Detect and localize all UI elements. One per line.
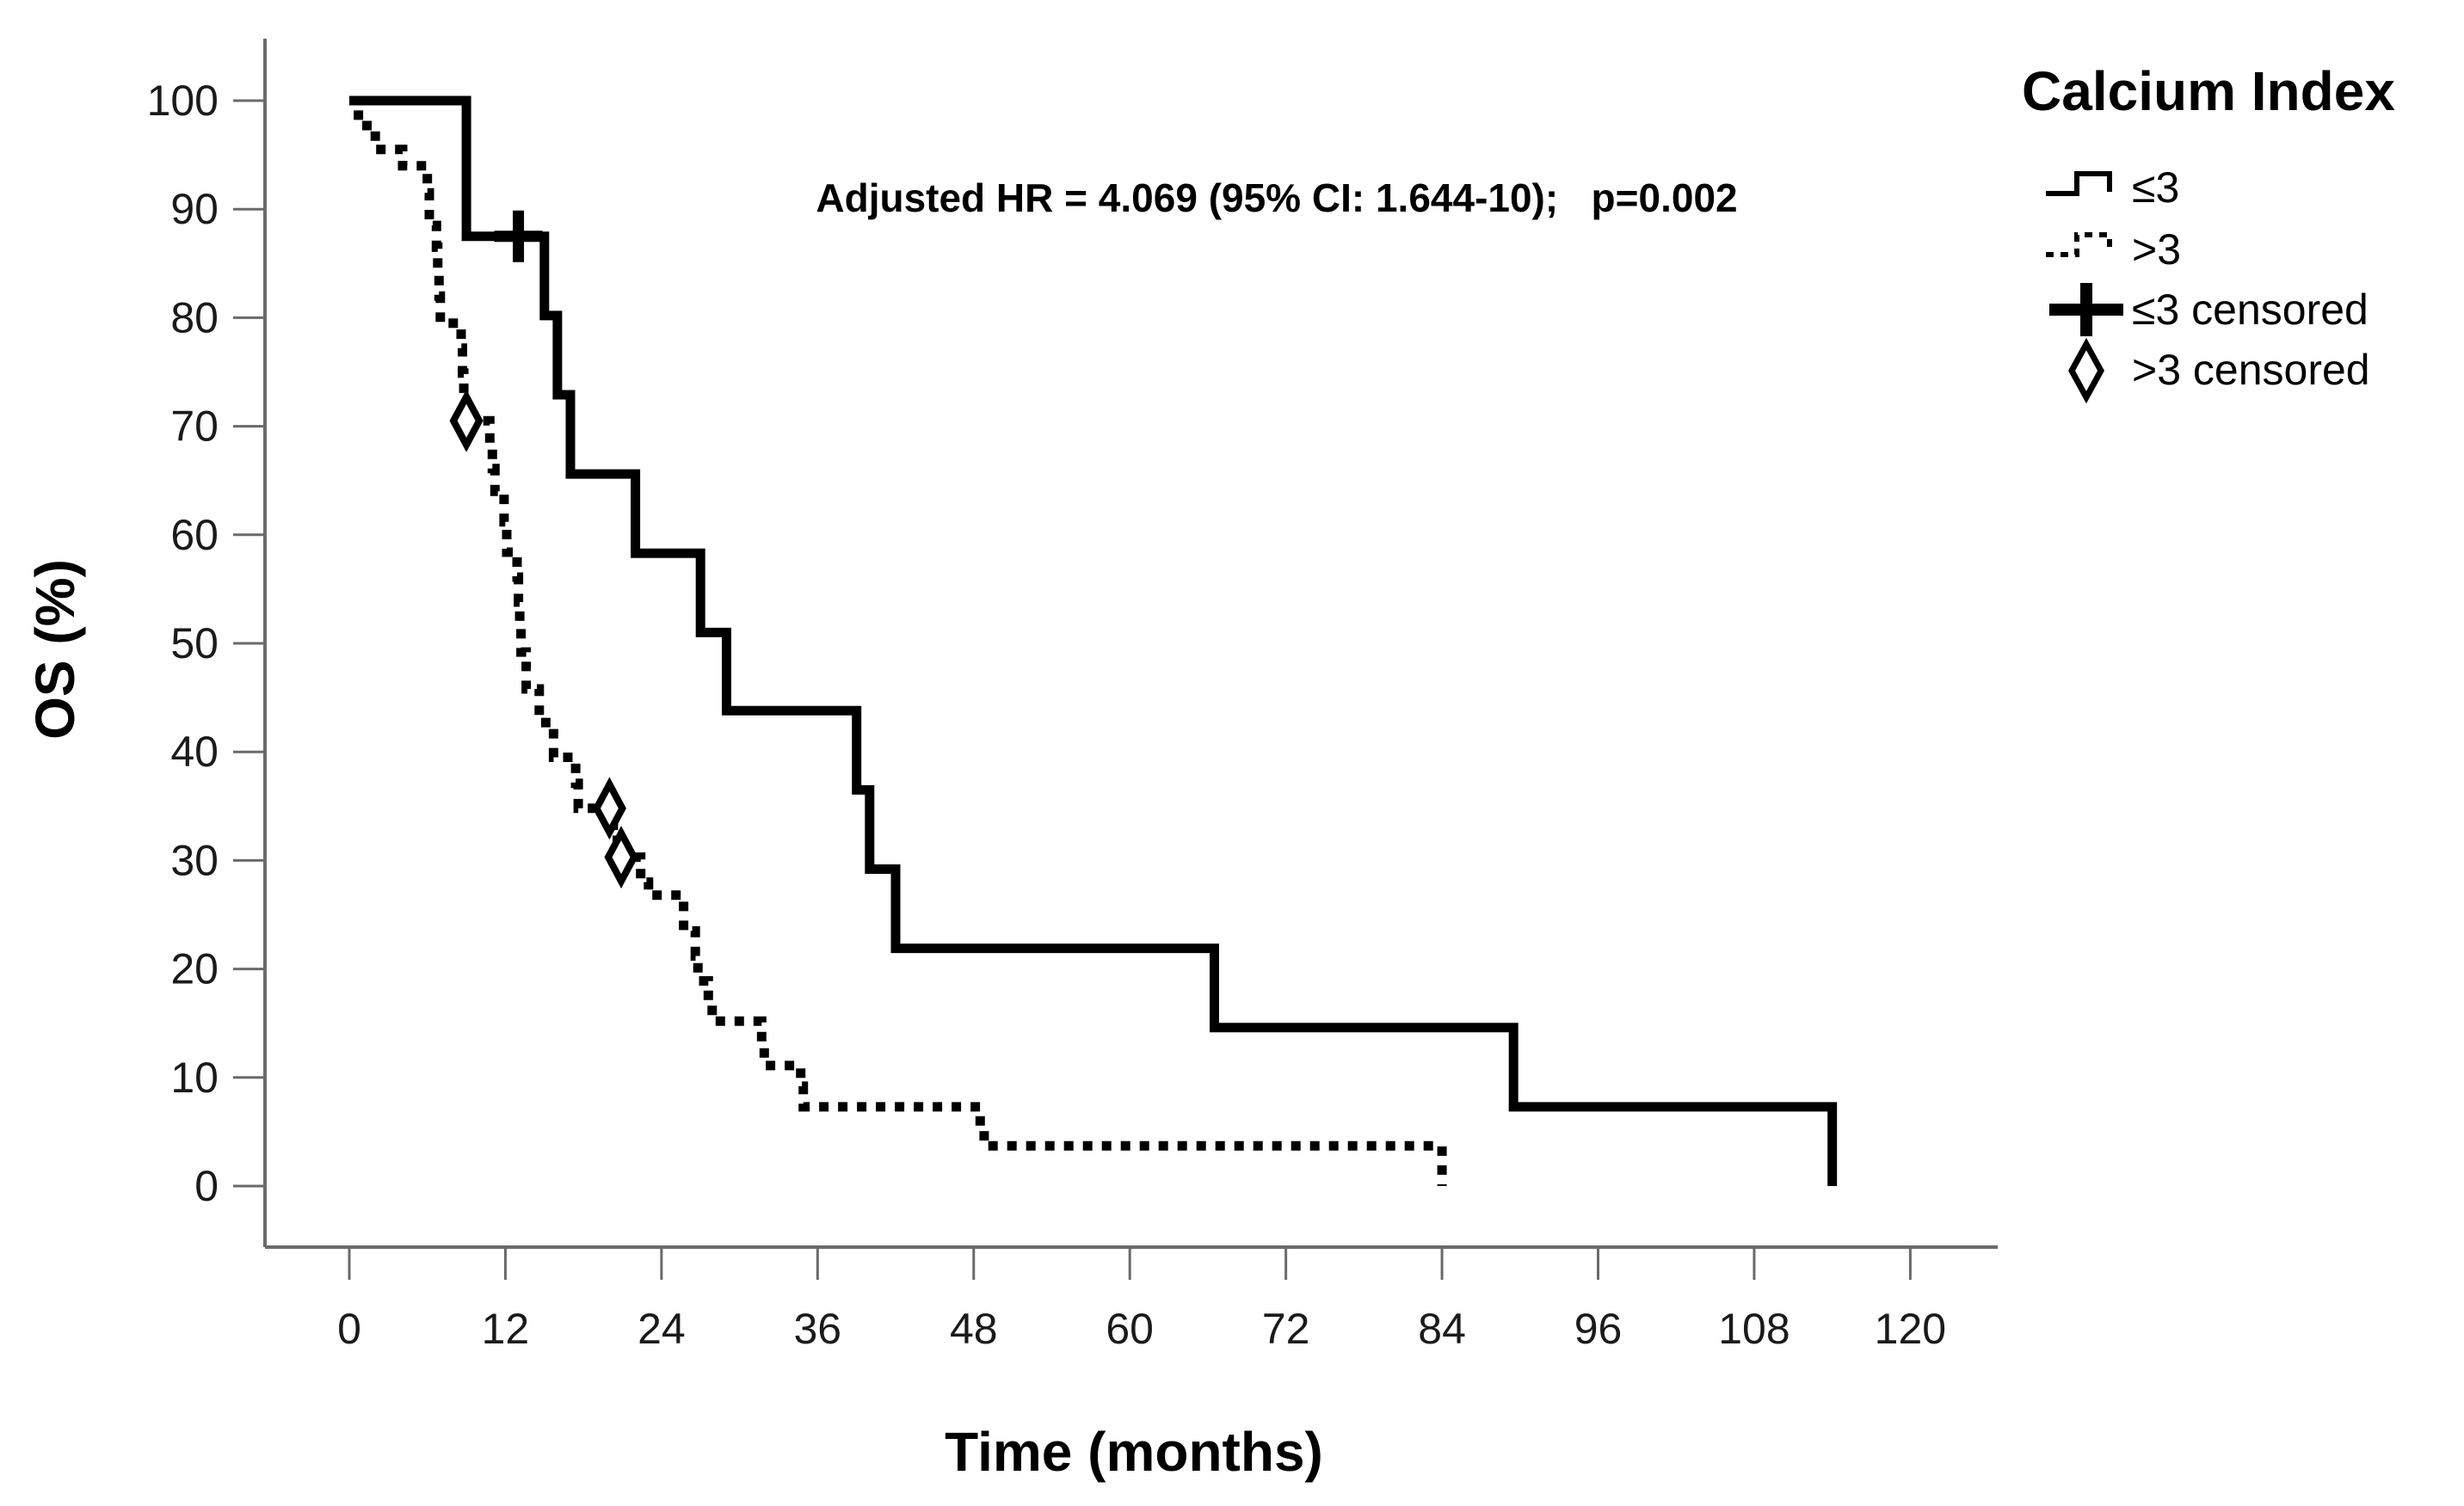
x-tick-label: 48 — [950, 1305, 998, 1353]
x-tick-label: 36 — [794, 1305, 842, 1353]
y-tick-label: 30 — [170, 836, 219, 884]
y-tick-label: 10 — [170, 1054, 219, 1102]
censor-diamond-marker — [604, 826, 638, 889]
legend-label-gt3-censored: >3 censored — [2132, 346, 2370, 394]
x-tick-label: 72 — [1262, 1305, 1310, 1353]
x-tick-label: 108 — [1718, 1305, 1789, 1353]
x-tick-label: 24 — [638, 1305, 686, 1353]
y-tick-label: 50 — [170, 619, 219, 667]
legend-label-le3: ≤3 — [2132, 163, 2179, 212]
y-tick-label: 70 — [170, 403, 219, 451]
y-tick-label: 60 — [170, 511, 219, 559]
y-tick-label: 90 — [170, 185, 219, 233]
survival-curves — [349, 95, 1838, 1186]
y-tick-label: 100 — [147, 77, 219, 125]
legend-symbol-plus — [2049, 283, 2123, 336]
x-tick-label: 84 — [1418, 1305, 1466, 1353]
x-tick-label: 120 — [1875, 1305, 1946, 1353]
legend: Calcium Index ≤3 >3 ≤3 censored >3 censo… — [2022, 60, 2395, 404]
legend-title: Calcium Index — [2022, 60, 2395, 122]
y-tick-label: 80 — [170, 293, 219, 341]
censor-diamond-marker — [592, 777, 626, 840]
km-curve-le3 — [349, 95, 1838, 1186]
y-tick-label: 40 — [170, 728, 219, 776]
censor-diamond-marker — [449, 389, 484, 452]
legend-symbols — [2046, 171, 2123, 404]
y-axis-title: OS (%) — [24, 559, 86, 740]
censor-plus-marker — [494, 210, 543, 262]
y-tick-label: 0 — [194, 1162, 219, 1210]
x-tick-label: 12 — [482, 1305, 530, 1353]
censor-marks — [449, 210, 638, 889]
legend-label-gt3: >3 — [2132, 225, 2181, 274]
legend-symbol-solid-step — [2046, 171, 2112, 196]
legend-label-le3-censored: ≤3 censored — [2132, 286, 2369, 334]
x-tick-label: 96 — [1574, 1305, 1623, 1353]
x-tick-label: 60 — [1106, 1305, 1154, 1353]
x-tick-label: 0 — [337, 1305, 361, 1353]
y-tick-label: 20 — [170, 945, 219, 993]
km-curve-gt3 — [349, 95, 1447, 1186]
x-axis-title: Time (months) — [945, 1421, 1323, 1483]
hr-annotation: Adjusted HR = 4.069 (95% CI: 1.644-10); … — [816, 175, 1737, 220]
legend-symbol-diamond — [2068, 337, 2104, 404]
legend-symbol-dashed-step — [2046, 232, 2112, 257]
